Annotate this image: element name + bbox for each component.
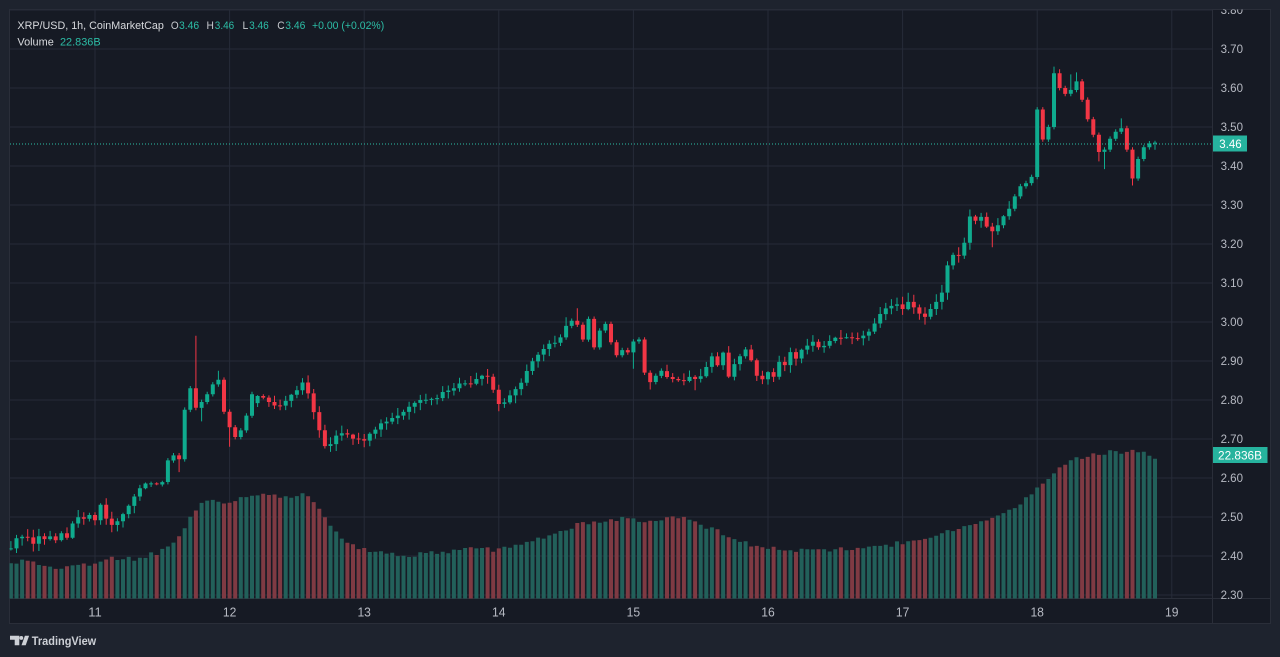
svg-text:2.30: 2.30 [1221, 590, 1243, 602]
svg-text:3.30: 3.30 [1221, 200, 1243, 212]
svg-text:3.80: 3.80 [1221, 5, 1243, 17]
svg-text:11: 11 [88, 606, 102, 620]
svg-text:C: C [277, 20, 284, 32]
svg-text:3.46: 3.46 [179, 20, 199, 32]
svg-text:3.46: 3.46 [1219, 139, 1241, 151]
svg-text:22.836B: 22.836B [1218, 450, 1262, 462]
svg-text:O: O [171, 20, 179, 32]
svg-text:14: 14 [492, 606, 506, 620]
svg-text:3.00: 3.00 [1221, 317, 1243, 329]
svg-text:2.60: 2.60 [1221, 473, 1243, 485]
svg-text:15: 15 [627, 606, 641, 620]
svg-text:+0.00 (+0.02%): +0.00 (+0.02%) [312, 20, 384, 32]
svg-text:2.40: 2.40 [1221, 551, 1243, 563]
svg-text:3.50: 3.50 [1221, 122, 1243, 134]
svg-text:H: H [207, 20, 214, 32]
svg-text:2.90: 2.90 [1221, 356, 1243, 368]
svg-text:3.46: 3.46 [215, 20, 234, 32]
svg-text:18: 18 [1030, 606, 1044, 620]
svg-text:3.40: 3.40 [1221, 161, 1243, 173]
svg-text:TradingView: TradingView [32, 634, 97, 648]
svg-text:13: 13 [357, 606, 371, 620]
svg-text:17: 17 [896, 606, 910, 620]
svg-text:3.70: 3.70 [1221, 44, 1243, 56]
svg-text:3.20: 3.20 [1221, 239, 1243, 251]
svg-text:12: 12 [223, 606, 237, 620]
svg-text:L: L [243, 20, 249, 32]
svg-text:22.836B: 22.836B [60, 37, 101, 49]
svg-text:2.70: 2.70 [1221, 434, 1243, 446]
svg-text:2.50: 2.50 [1221, 512, 1243, 524]
svg-text:2.80: 2.80 [1221, 395, 1243, 407]
svg-text:16: 16 [761, 606, 775, 620]
svg-text:Volume: Volume [17, 37, 53, 49]
svg-text:3.46: 3.46 [285, 20, 305, 32]
svg-text:XRP/USD, 1h, CoinMarketCap: XRP/USD, 1h, CoinMarketCap [17, 20, 164, 32]
svg-text:3.60: 3.60 [1221, 83, 1243, 95]
svg-text:3.46: 3.46 [249, 20, 269, 32]
svg-text:3.10: 3.10 [1221, 278, 1243, 290]
svg-text:19: 19 [1165, 606, 1179, 620]
